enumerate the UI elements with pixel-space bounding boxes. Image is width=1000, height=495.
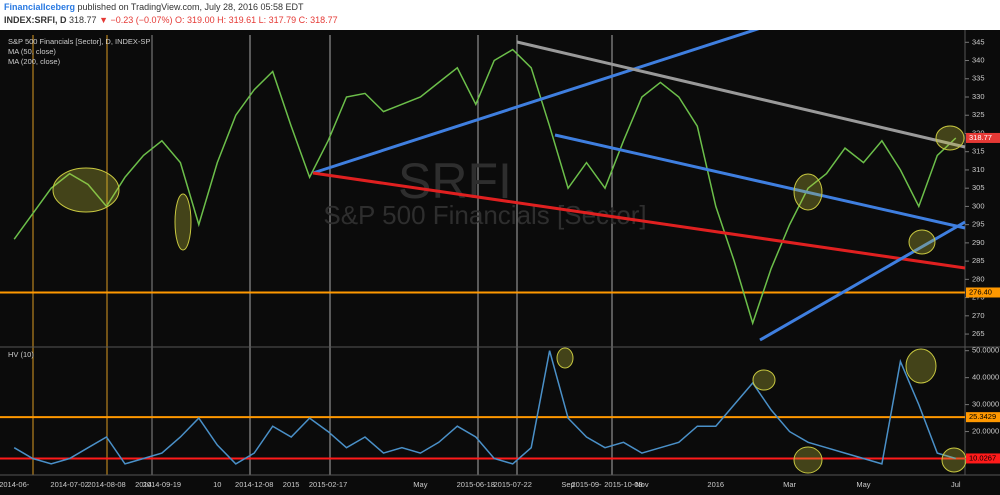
trendlines xyxy=(312,30,966,342)
trendline xyxy=(312,171,966,270)
background xyxy=(0,30,1000,495)
y-tick-label: 20.0000 xyxy=(972,427,999,436)
series-line xyxy=(13,350,957,465)
y-tick-label: 315 xyxy=(972,147,985,156)
y-tick-label: 280 xyxy=(972,274,985,283)
highlight xyxy=(935,125,965,151)
panel-title: S&P 500 Financials [Sector], D, INDEX-SP xyxy=(8,37,150,46)
plots xyxy=(0,48,965,465)
last-value: 318.77 xyxy=(969,133,992,142)
highlight xyxy=(908,229,936,255)
x-tick-label: 2015-07-22 xyxy=(494,480,532,489)
x-tick-label: 2014-08-08 xyxy=(87,480,125,489)
y-tick-label: 340 xyxy=(972,56,985,65)
last-value-box xyxy=(966,132,1000,143)
axes: S&P 500 Financials [Sector], D, INDEX-SP… xyxy=(0,37,1000,489)
trendline xyxy=(759,220,966,342)
y-tick-label: 30.0000 xyxy=(972,400,999,409)
y-tick-label: 345 xyxy=(972,37,985,46)
symbol: INDEX:SRFI, D xyxy=(4,15,67,25)
highlight xyxy=(174,193,192,251)
highlight xyxy=(556,347,574,369)
y-tick-label: 285 xyxy=(972,256,985,265)
x-tick-label: May xyxy=(413,480,427,489)
level-label-box xyxy=(966,412,1000,423)
y-tick-label: 330 xyxy=(972,92,985,101)
y-tick-label: 300 xyxy=(972,201,985,210)
level-label-box xyxy=(966,453,1000,464)
series-line xyxy=(13,48,957,326)
highlight xyxy=(752,369,776,391)
trendline xyxy=(516,40,966,149)
x-tick-label: 2016 xyxy=(707,480,724,489)
trendline xyxy=(312,30,760,175)
x-tick-label: 2015 xyxy=(283,480,300,489)
x-tick-label: 2015-02-17 xyxy=(309,480,347,489)
highlight xyxy=(941,447,967,473)
level-label: 276.40 xyxy=(969,287,992,296)
y-tick-label: 40.0000 xyxy=(972,373,999,382)
x-tick-label: May xyxy=(856,480,870,489)
highlight xyxy=(793,173,823,211)
highlight xyxy=(793,446,823,474)
panel-title: HV (10) xyxy=(8,350,34,359)
y-tick-label: 320 xyxy=(972,128,985,137)
x-tick-label: Mar xyxy=(783,480,796,489)
indicator-label: MA (200, close) xyxy=(8,57,61,66)
y-tick-label: 325 xyxy=(972,110,985,119)
author[interactable]: FinancialIceberg xyxy=(4,2,76,12)
y-tick-label: 305 xyxy=(972,183,985,192)
x-tick-label: 2014-09-19 xyxy=(143,480,181,489)
highlights xyxy=(52,125,967,474)
header: FinancialIceberg published on TradingVie… xyxy=(0,0,1000,30)
y-tick-label: 290 xyxy=(972,238,985,247)
x-tick-label: Sep xyxy=(561,480,574,489)
x-tick-label: 2014-06- xyxy=(0,480,30,489)
published: published on TradingView.com, July 28, 2… xyxy=(77,2,304,12)
highlight xyxy=(905,348,937,384)
x-tick-label: 2014-12-08 xyxy=(235,480,273,489)
y-tick-label: 335 xyxy=(972,74,985,83)
level-label: 25.3429 xyxy=(969,412,996,421)
level-label-box xyxy=(966,287,1000,298)
x-tick-label: 2015-10-09 xyxy=(604,480,642,489)
highlight xyxy=(52,167,120,213)
x-tick-label: Nov xyxy=(635,480,649,489)
y-tick-label: 310 xyxy=(972,165,985,174)
y-tick-label: 295 xyxy=(972,220,985,229)
y-tick-label: 265 xyxy=(972,329,985,338)
trendline xyxy=(554,133,966,230)
change: ▼ −0.23 (−0.07%) xyxy=(99,15,173,25)
x-tick-label: 2014-07-02 xyxy=(50,480,88,489)
x-tick-label: 10 xyxy=(213,480,221,489)
x-tick-label: Jul xyxy=(951,480,961,489)
y-tick-label: 270 xyxy=(972,311,985,320)
ohlc: O: 319.00 H: 319.61 L: 317.79 C: 318.77 xyxy=(175,15,338,25)
last: 318.77 xyxy=(69,15,97,25)
publish-line: FinancialIceberg published on TradingVie… xyxy=(4,1,996,14)
level-label: 10.0267 xyxy=(969,453,996,462)
y-tick-label: 50.0000 xyxy=(972,346,999,355)
x-tick-label: 2015-06-18 xyxy=(457,480,495,489)
quote-line: INDEX:SRFI, D 318.77 ▼ −0.23 (−0.07%) O:… xyxy=(4,14,996,27)
x-tick-label: 2015-09- xyxy=(572,480,603,489)
indicator-label: MA (50, close) xyxy=(8,47,56,56)
x-tick-label: 2014 xyxy=(135,480,152,489)
